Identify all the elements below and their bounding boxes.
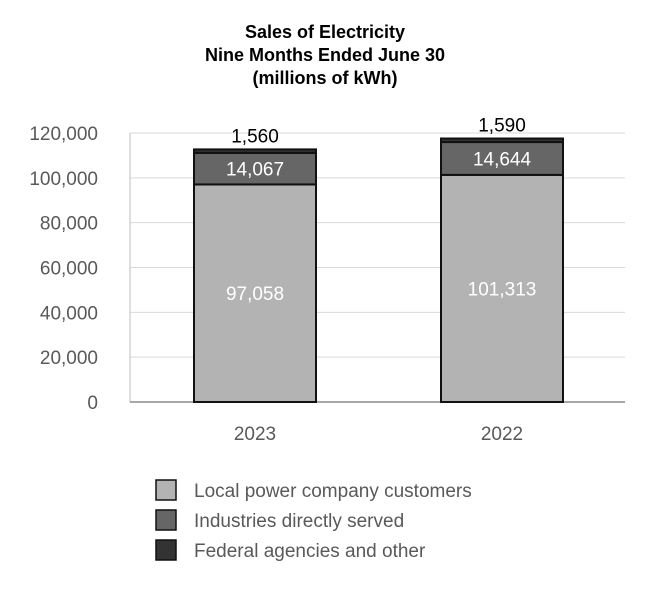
data-label: 14,644 (473, 149, 532, 170)
y-tick-label: 20,000 (40, 348, 98, 369)
y-tick-label: 60,000 (40, 259, 98, 280)
data-label: 1,560 (231, 126, 279, 147)
chart-title-line: (millions of kWh) (253, 68, 398, 88)
data-label: 14,067 (226, 160, 284, 181)
data-label: 97,058 (226, 284, 284, 305)
x-tick-label: 2022 (481, 424, 523, 445)
bar-segment-2022-0 (440, 173, 564, 403)
y-tick-label: 120,000 (29, 124, 98, 145)
y-tick-label: 0 (87, 393, 98, 414)
bar-segment-2023-1 (193, 151, 317, 186)
chart-title-line: Sales of Electricity (245, 22, 405, 42)
bar-segment-2023-0 (193, 183, 317, 403)
x-tick-label: 2023 (234, 424, 276, 445)
legend-swatch (155, 509, 177, 531)
legend-swatch (155, 479, 177, 501)
data-label: 101,313 (468, 279, 537, 300)
y-tick-label: 100,000 (29, 169, 98, 190)
legend-label: Industries directly served (194, 511, 404, 532)
bar-segment-2022-2 (440, 137, 564, 144)
legend-label: Federal agencies and other (194, 541, 426, 562)
chart-title-line: Nine Months Ended June 30 (205, 45, 445, 65)
y-tick-label: 40,000 (40, 303, 98, 324)
bar-segment-2023-2 (193, 148, 317, 154)
data-label: 1,590 (478, 115, 526, 136)
legend-label: Local power company customers (194, 481, 472, 502)
legend-swatch (155, 539, 177, 561)
y-tick-label: 80,000 (40, 214, 98, 235)
